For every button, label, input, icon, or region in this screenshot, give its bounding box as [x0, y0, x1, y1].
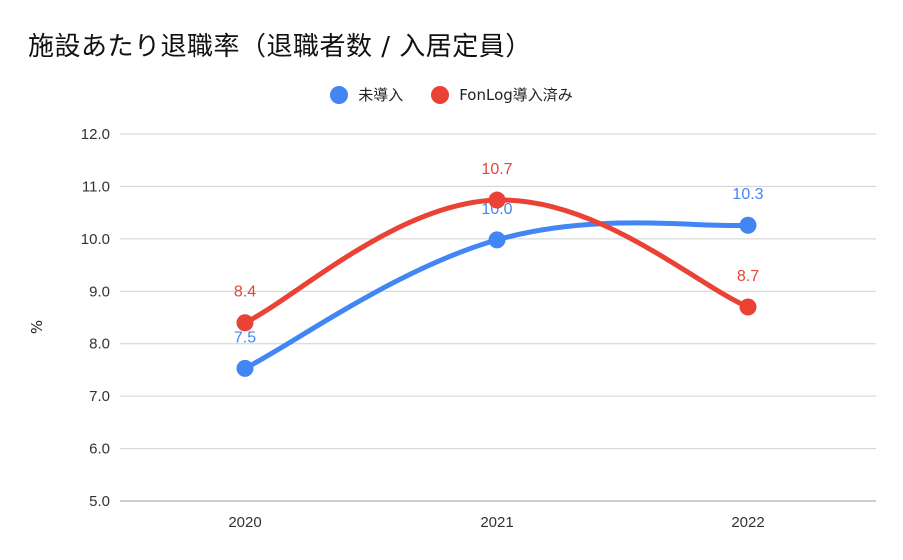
series-0-point-1 — [488, 231, 506, 249]
series-line-1 — [242, 197, 751, 326]
series-0-point-2 — [739, 216, 757, 234]
legend-label-1: FonLog導入済み — [459, 86, 573, 104]
series-0-data-label-1: 10.0 — [481, 201, 512, 218]
series-0-point-0 — [236, 359, 254, 377]
y-tick-label-6: 11.0 — [82, 178, 110, 195]
y-tick-label-7: 12.0 — [81, 126, 110, 143]
series-0-data-label-0: 7.5 — [234, 329, 256, 346]
chart-title: 施設あたり退職率（退職者数 / 入居定員） — [28, 32, 532, 62]
legend-label-0: 未導入 — [358, 86, 404, 104]
y-tick-label-1: 6.0 — [89, 441, 110, 458]
series-1-data-label-0: 8.4 — [234, 284, 256, 301]
legend-item-0: 未導入 — [330, 84, 403, 105]
legend-dot-0 — [330, 85, 349, 104]
series-1-point-0 — [236, 314, 254, 332]
series-0-data-label-2: 10.3 — [732, 186, 763, 203]
y-tick-label-3: 8.0 — [89, 336, 110, 353]
y-tick-label-2: 7.0 — [89, 388, 110, 405]
legend-dot-1 — [431, 85, 450, 104]
x-tick-label-1: 2021 — [480, 514, 513, 531]
y-tick-label-5: 10.0 — [81, 231, 110, 248]
series-1-data-label-1: 10.7 — [481, 161, 512, 178]
x-tick-label-0: 2020 — [228, 514, 261, 531]
series-1-data-label-2: 8.7 — [737, 268, 759, 285]
series-1-point-1 — [488, 191, 506, 209]
y-tick-label-0: 5.0 — [89, 493, 110, 510]
y-tick-label-4: 9.0 — [89, 283, 110, 300]
legend: 未導入 FonLog導入済み — [0, 84, 903, 105]
series-1-point-2 — [739, 298, 757, 316]
x-tick-label-2: 2022 — [731, 514, 764, 531]
legend-item-1: FonLog導入済み — [431, 84, 573, 105]
